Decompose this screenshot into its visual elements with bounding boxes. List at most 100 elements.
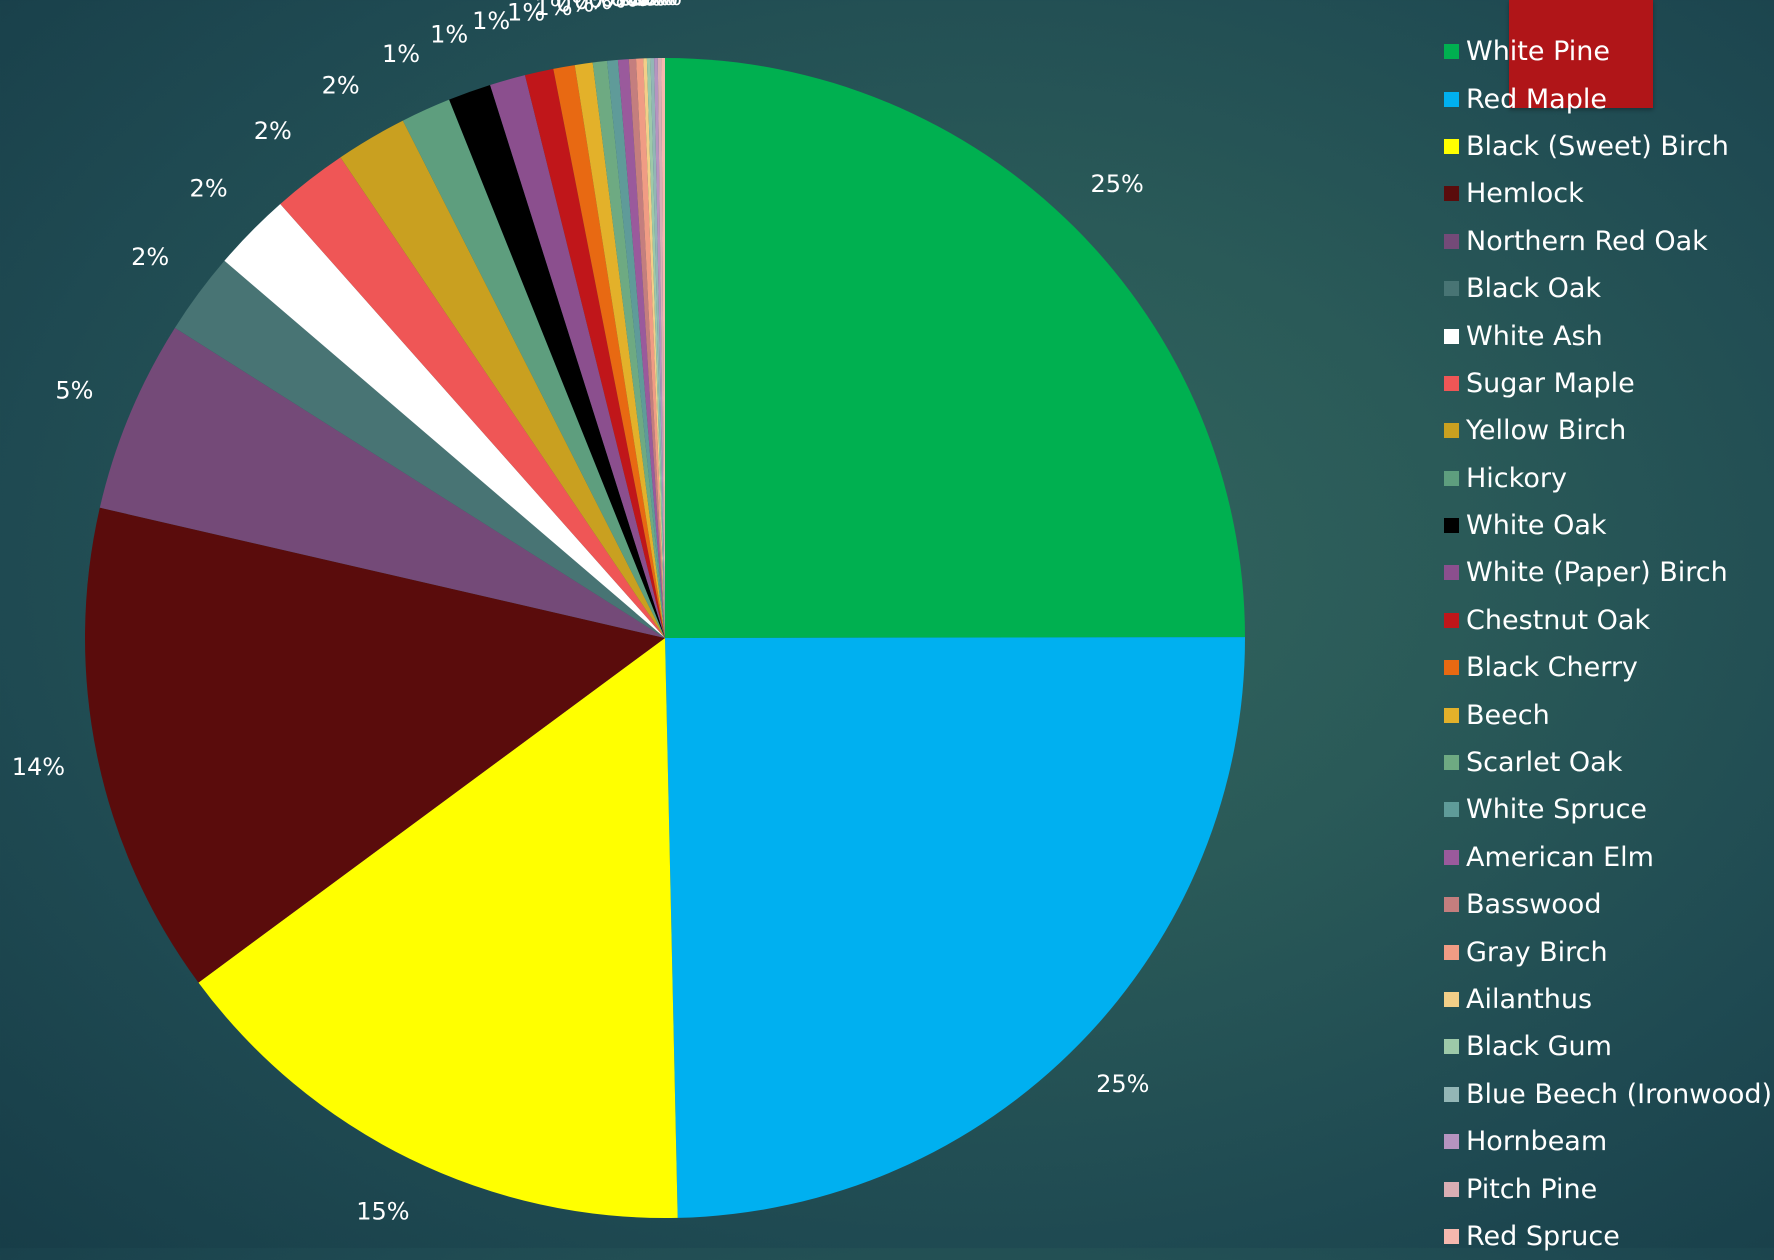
legend-swatch: [1444, 91, 1459, 107]
legend-item: Ailanthus: [1444, 976, 1772, 1023]
pie-slice-pitch-pine: [657, 58, 665, 638]
legend-item: Black Gum: [1444, 1023, 1772, 1070]
data-label: 0%: [610, 0, 648, 12]
legend-swatch: [1444, 328, 1459, 344]
legend-item: White Ash: [1444, 312, 1772, 359]
legend-item: Northern Red Oak: [1444, 218, 1772, 265]
legend-swatch: [1444, 660, 1459, 676]
legend-label: Blue Beech (Ironwood): [1466, 1078, 1773, 1110]
data-label: 0%: [618, 0, 656, 12]
legend-item: Black Cherry: [1444, 644, 1772, 691]
legend-label: Gray Birch: [1466, 936, 1608, 968]
pie-slice-red-maple: [665, 637, 1246, 1218]
legend-label: Black Cherry: [1466, 652, 1638, 684]
legend-item: Scarlet Oak: [1444, 739, 1772, 786]
legend-swatch: [1444, 186, 1459, 202]
legend-item: White Pine: [1444, 28, 1772, 75]
legend-label: Ailanthus: [1466, 984, 1593, 1015]
legend-item: White Spruce: [1444, 786, 1772, 833]
legend-item: White Oak: [1444, 502, 1772, 549]
legend-item: Hickory: [1444, 455, 1772, 502]
legend-item: Yellow Birch: [1444, 407, 1772, 454]
legend-item: Chestnut Oak: [1444, 597, 1772, 644]
legend-item: Hemlock: [1444, 170, 1772, 217]
legend-item: Basswood: [1444, 881, 1772, 928]
pie-slice-white-pine: [665, 58, 1245, 638]
legend-swatch: [1444, 423, 1459, 439]
legend-label: White Pine: [1466, 36, 1611, 68]
legend-label: American Elm: [1466, 841, 1654, 873]
legend-item: Red Maple: [1444, 75, 1772, 122]
legend-swatch: [1444, 565, 1459, 581]
legend-swatch: [1444, 44, 1459, 60]
legend-item: American Elm: [1444, 834, 1772, 881]
legend-label: Northern Red Oak: [1466, 225, 1708, 257]
legend-swatch: [1444, 992, 1459, 1007]
legend-swatch: [1444, 1134, 1459, 1150]
pie-slice-white-oak: [449, 85, 665, 638]
legend-label: Black Oak: [1466, 273, 1602, 305]
data-label: 0%: [636, 0, 674, 11]
pie-slice-scarlet-oak: [592, 60, 665, 638]
data-label: 25%: [1091, 170, 1144, 198]
legend-item: Hornbeam: [1444, 1118, 1772, 1165]
pie-slice-american-elm: [617, 59, 665, 638]
data-label: 0%: [640, 0, 678, 11]
legend-swatch: [1444, 802, 1459, 818]
pie-slice-sugar-maple: [280, 157, 665, 638]
legend-swatch: [1444, 897, 1459, 913]
legend-label: Basswood: [1466, 889, 1602, 921]
red-overlay-box: [1509, 0, 1653, 108]
legend-swatch: [1444, 612, 1459, 628]
pie-slice-hornbeam: [654, 58, 665, 639]
legend-item: Pitch Pine: [1444, 1165, 1772, 1212]
data-label: 14%: [12, 753, 65, 781]
legend-swatch: [1444, 755, 1459, 771]
data-label: 1%: [507, 0, 545, 26]
legend-item: Black Oak: [1444, 265, 1772, 312]
data-label: 0%: [644, 0, 682, 11]
legend-swatch: [1444, 1228, 1459, 1244]
legend-label: White Oak: [1466, 510, 1607, 542]
data-label: 0%: [556, 0, 594, 17]
legend-swatch: [1444, 281, 1459, 297]
legend-label: White Ash: [1466, 320, 1603, 352]
pie-slice-red-spruce: [661, 57, 665, 639]
legend-label: Yellow Birch: [1466, 415, 1627, 447]
legend-label: Sugar Maple: [1466, 367, 1635, 399]
legend-label: Black (Sweet) Birch: [1466, 130, 1729, 162]
legend-item: White (Paper) Birch: [1444, 549, 1772, 596]
data-label: 0%: [628, 0, 666, 11]
legend-item: Red Spruce: [1444, 1213, 1772, 1260]
legend-swatch: [1444, 375, 1459, 391]
data-label: 15%: [356, 1198, 409, 1226]
pie-slice-gray-birch: [636, 58, 665, 639]
legend-item: Black (Sweet) Birch: [1444, 123, 1772, 170]
pie-slice-black-gum: [646, 58, 665, 639]
data-label: 2%: [254, 117, 292, 145]
pie-slice-white-spruce: [607, 59, 665, 639]
legend-swatch: [1444, 138, 1459, 154]
pie-slice-black-oak: [174, 260, 665, 638]
legend-label: Scarlet Oak: [1466, 747, 1623, 779]
legend-swatch: [1444, 849, 1459, 865]
data-label: 1%: [534, 0, 572, 21]
legend-label: White (Paper) Birch: [1466, 557, 1728, 589]
data-label: 2%: [322, 71, 360, 99]
legend-label: Hickory: [1466, 462, 1567, 494]
pie-slice-northern-red-oak: [99, 327, 665, 638]
data-label: 5%: [55, 377, 93, 405]
legend-swatch: [1444, 470, 1459, 486]
pie-slice-ailanthus: [643, 58, 665, 638]
data-label: 1%: [472, 7, 510, 35]
pie-slice-black-cherry: [553, 65, 665, 638]
pie-slice-blue-beech-ironwood: [650, 58, 665, 639]
data-label: 0%: [588, 0, 626, 14]
legend-label: Hornbeam: [1466, 1126, 1608, 1158]
data-label: 1%: [382, 40, 420, 68]
data-label: 2%: [131, 243, 169, 271]
legend-label: Chestnut Oak: [1466, 604, 1651, 636]
pie-slice-hickory: [402, 99, 665, 639]
legend-label: White Spruce: [1466, 794, 1648, 826]
